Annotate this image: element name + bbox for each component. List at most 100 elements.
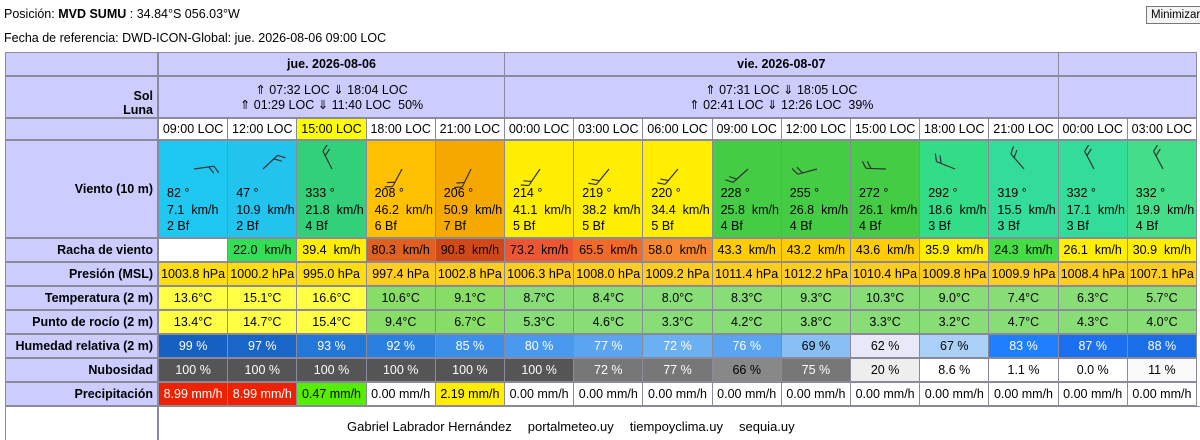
wind-cell: 319 ° 15.5 km/h 3 Bf (988, 140, 1059, 238)
temp: 13.6°C (158, 286, 229, 310)
humidity: 72 % (642, 334, 713, 358)
wind-bf: 5 Bf (582, 219, 605, 233)
wind-cell: 292 ° 18.6 km/h 3 Bf (919, 140, 990, 238)
wind-cell: 214 ° 41.1 km/h 5 Bf (504, 140, 575, 238)
gust (158, 238, 229, 262)
position-line: Posición: MVD SUMU : 34.84°S 056.03°W (4, 7, 240, 21)
clouds: 100 % (158, 358, 229, 382)
temp: 9.3°C (780, 286, 851, 310)
precip: 0.00 mm/h (1126, 382, 1197, 406)
pressure: 1000.2 hPa (227, 262, 298, 286)
dew: 5.3°C (504, 310, 575, 334)
wind-cell: 272 ° 26.1 km/h 4 Bf (850, 140, 921, 238)
gust: 43.2 km/h (780, 238, 851, 262)
wind-barb (1010, 146, 1025, 170)
wind-cell: 220 ° 34.4 km/h 5 Bf (642, 140, 713, 238)
clouds: 100 % (434, 358, 505, 382)
footer-link[interactable]: Gabriel Labrador Hernández (347, 418, 512, 434)
clouds: 1.1 % (988, 358, 1059, 382)
precip: 0.47 mm/h (296, 382, 367, 406)
dew: 4.0°C (1126, 310, 1197, 334)
clouds: 72 % (573, 358, 644, 382)
humidity: 93 % (296, 334, 367, 358)
wind-speed: 7.1 km/h (167, 203, 219, 217)
time: 12:00 LOC (227, 118, 298, 140)
wind-cell: 47 ° 10.9 km/h 2 Bf (227, 140, 298, 238)
footer-link[interactable]: portalmeteo.uy (527, 418, 614, 434)
wind-barb (322, 145, 333, 170)
dew: 15.4°C (296, 310, 367, 334)
wind-speed: 26.1 km/h (859, 203, 918, 217)
moon-times: ⇑ 01:29 LOC ⇓ 11:40 LOC 50% (239, 98, 424, 112)
temp: 9.1°C (434, 286, 505, 310)
humidity: 97 % (227, 334, 298, 358)
wind-barb (520, 168, 541, 187)
gust: 65.5 km/h (573, 238, 644, 262)
wind-dir: 82 ° (167, 186, 190, 200)
wind-bf: 4 Bf (1135, 219, 1159, 233)
clouds: 100 % (504, 358, 575, 382)
wind-bf: 5 Bf (651, 219, 674, 233)
time: 03:00 LOC (573, 118, 644, 140)
wind-speed: 38.2 km/h (582, 203, 641, 217)
humidity: 83 % (988, 334, 1059, 358)
wind-dir: 206 ° (443, 186, 474, 200)
pressure: 995.0 hPa (296, 262, 367, 286)
wind-barb (934, 153, 956, 170)
pressure: 1009.8 hPa (919, 262, 990, 286)
wind-speed: 46.2 km/h (374, 203, 433, 217)
wind-barb-area (262, 154, 286, 170)
time: 09:00 LOC (158, 118, 229, 140)
wind-dir: 319 ° (997, 186, 1027, 200)
wind-bf: 4 Bf (305, 219, 328, 233)
wind-barb-area (934, 153, 956, 170)
minimize-button[interactable]: Minimizar (1146, 6, 1200, 24)
sun-label: Sol (133, 89, 153, 103)
precip: 8.99 mm/h (158, 382, 229, 406)
wind-bf: 5 Bf (513, 219, 536, 233)
precip: 0.00 mm/h (919, 382, 990, 406)
wind-barb (193, 165, 220, 174)
temp: 10.6°C (365, 286, 436, 310)
humidity: 77 % (573, 334, 644, 358)
wind-barb (588, 168, 610, 186)
wind-barb-area (861, 160, 887, 170)
wind-bf: 6 Bf (374, 219, 397, 233)
precip: 0.00 mm/h (850, 382, 921, 406)
row-label: Nubosidad (5, 358, 158, 382)
clouds: 77 % (642, 358, 713, 382)
wind-barb (453, 168, 472, 189)
gust: 24.3 km/h (988, 238, 1059, 262)
clouds: 100 % (296, 358, 367, 382)
temp: 8.7°C (504, 286, 575, 310)
wind-speed: 18.6 km/h (928, 203, 987, 217)
precip: 0.00 mm/h (573, 382, 644, 406)
day-header (1057, 52, 1197, 76)
position-label: Posición: (4, 7, 55, 21)
humidity: 99 % (158, 334, 229, 358)
humidity: 76 % (711, 334, 782, 358)
time: 21:00 LOC (434, 118, 505, 140)
time: 09:00 LOC (711, 118, 782, 140)
wind-barb-area (657, 168, 679, 185)
gust: 30.9 km/h (1126, 238, 1197, 262)
footer-link[interactable]: tiempoyclima.uy (629, 418, 723, 434)
wind-barb-area (384, 168, 403, 188)
footer-link[interactable]: sequia.uy (738, 418, 795, 434)
pressure: 1008.4 hPa (1057, 262, 1128, 286)
precip: 0.00 mm/h (711, 382, 782, 406)
wind-bf: 3 Bf (1066, 219, 1089, 233)
wind-speed: 10.9 km/h (236, 203, 295, 217)
wind-cell: 333 ° 21.8 km/h 4 Bf (296, 140, 367, 238)
dew: 4.6°C (573, 310, 644, 334)
precip: 8.99 mm/h (227, 382, 298, 406)
wind-speed: 50.9 km/h (443, 203, 503, 217)
wind-speed: 17.1 km/h (1066, 203, 1125, 217)
precip: 2.19 mm/h (434, 382, 505, 406)
temp: 7.4°C (988, 286, 1059, 310)
dew: 3.2°C (919, 310, 990, 334)
wind-barb-area (453, 168, 472, 189)
clouds: 20 % (850, 358, 921, 382)
wind-dir: 333 ° (305, 186, 335, 200)
